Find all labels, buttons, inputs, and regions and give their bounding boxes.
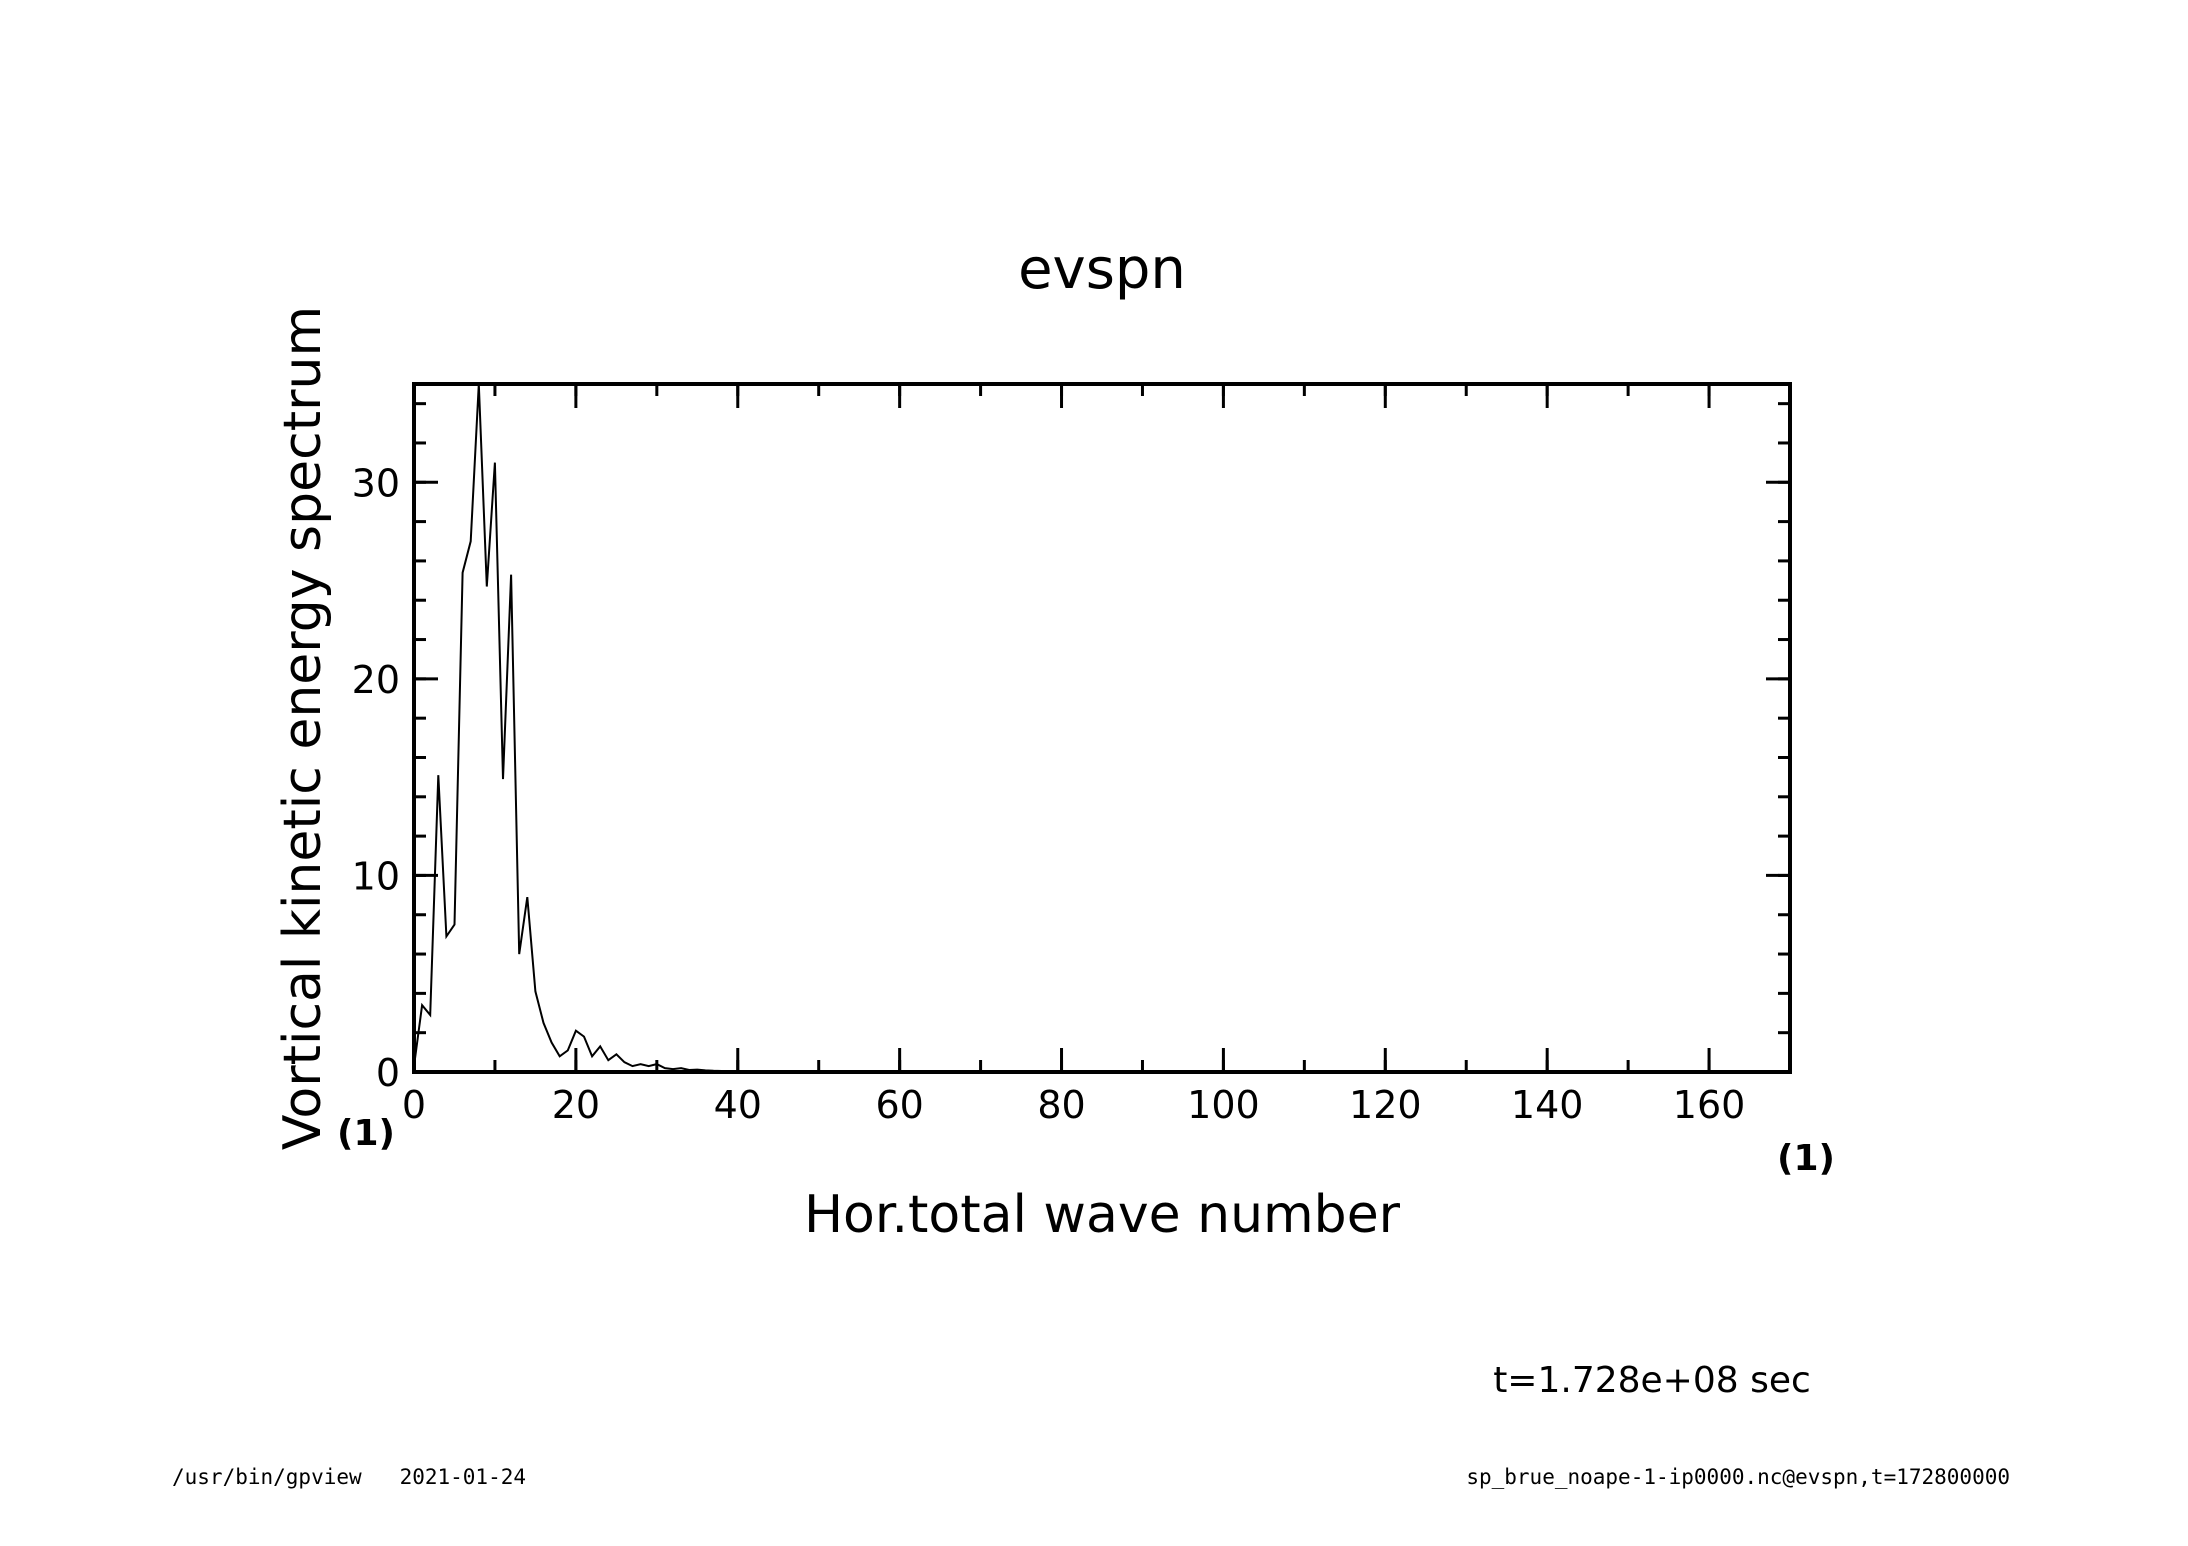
y-tick-label: 10	[352, 854, 400, 898]
x-tick-label: 140	[1511, 1083, 1584, 1127]
x-unit-label: (1)	[1777, 1138, 1835, 1179]
tick-labels: 0 20 40 60 80 100 120 140 160 0 10 20 30	[352, 461, 1746, 1127]
x-tick-label: 40	[714, 1083, 762, 1127]
x-tick-label: 160	[1673, 1083, 1746, 1127]
y-tick-label: 30	[352, 461, 400, 505]
x-axis-label: Hor.total wave number	[804, 1185, 1401, 1245]
y-axis-label: Vortical kinetic energy spectrum	[273, 306, 333, 1150]
y-tick-label: 0	[376, 1051, 400, 1095]
y-unit-label: (1)	[337, 1113, 395, 1154]
x-tick-label: 60	[875, 1083, 923, 1127]
y-tick-label: 20	[352, 658, 400, 702]
x-tick-label: 100	[1187, 1083, 1260, 1127]
series-line	[413, 383, 1790, 1073]
time-annotation: t=1.728e+08 sec	[1493, 1360, 1811, 1401]
footer-right: sp_brue_noape-1-ip0000.nc@evspn,t=172800…	[1466, 1465, 2010, 1489]
plot-frame	[412, 382, 1792, 1074]
axis-ticks	[412, 384, 1792, 1074]
x-tick-label: 0	[402, 1083, 426, 1127]
x-tick-label: 80	[1037, 1083, 1085, 1127]
x-tick-label: 120	[1349, 1083, 1422, 1127]
x-tick-label: 20	[552, 1083, 600, 1127]
footer-left: /usr/bin/gpview 2021-01-24	[172, 1465, 526, 1489]
chart-title: evspn	[1018, 237, 1186, 302]
